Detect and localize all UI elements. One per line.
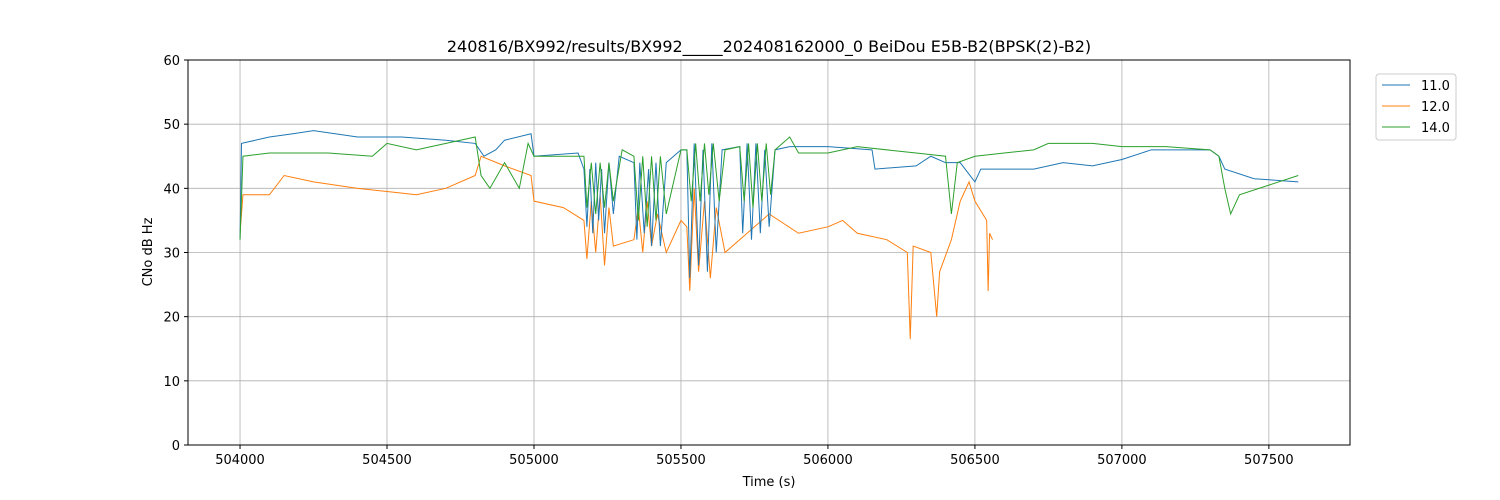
y-tick-label: 0 [172, 439, 180, 454]
chart-title: 240816/BX992/results/BX992_____202408162… [447, 37, 1091, 57]
x-tick-label: 506000 [803, 453, 853, 468]
x-tick-label: 505500 [656, 453, 706, 468]
x-tick-label: 507000 [1097, 453, 1147, 468]
series-lines [239, 130, 1299, 340]
legend-frame [1375, 73, 1457, 141]
legend-label: 12.0 [1421, 100, 1450, 115]
y-tick-label: 50 [163, 118, 180, 133]
x-tick-label: 505000 [509, 453, 559, 468]
x-axis-label: Time (s) [742, 475, 796, 490]
legend-label: 11.0 [1421, 79, 1450, 94]
legend-label: 14.0 [1421, 121, 1450, 136]
legend: 11.0 12.0 14.0 [1375, 73, 1457, 141]
y-tick-label: 40 [163, 182, 180, 197]
series-line-14.0 [239, 136, 1299, 240]
y-tick-label: 10 [163, 375, 180, 390]
series-line-12.0 [239, 155, 994, 340]
series-line-11.0 [239, 130, 1299, 279]
x-tick-label: 504500 [362, 453, 412, 468]
x-tick-label: 504000 [215, 453, 265, 468]
x-tick-label: 507500 [1244, 453, 1294, 468]
y-axis-label: CNo dB Hz [141, 217, 156, 286]
y-tick-label: 30 [163, 247, 180, 262]
grid [188, 59, 1350, 446]
x-tick-label: 506500 [950, 453, 1000, 468]
y-tick-label: 60 [163, 54, 180, 69]
ticks: 504000 504500 505000 505500 506000 506500 5070… [163, 54, 1293, 468]
y-tick-label: 20 [163, 311, 180, 326]
